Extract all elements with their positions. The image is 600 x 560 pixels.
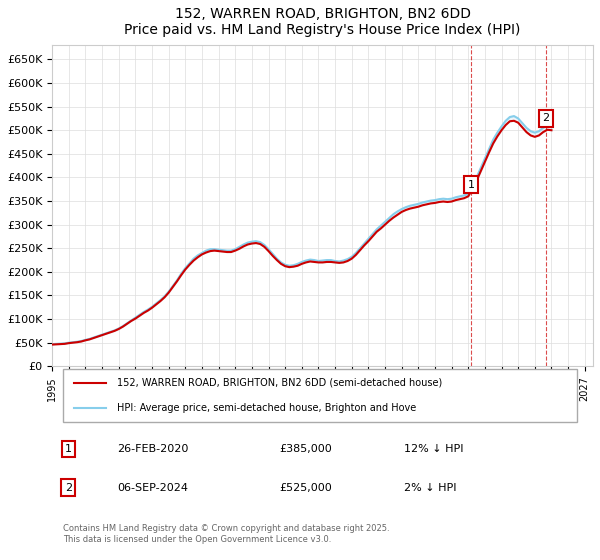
Text: 26-FEB-2020: 26-FEB-2020 — [117, 444, 188, 454]
Text: Contains HM Land Registry data © Crown copyright and database right 2025.
This d: Contains HM Land Registry data © Crown c… — [63, 525, 389, 544]
Text: 2: 2 — [542, 114, 550, 123]
Text: HPI: Average price, semi-detached house, Brighton and Hove: HPI: Average price, semi-detached house,… — [117, 403, 416, 413]
Text: £385,000: £385,000 — [280, 444, 332, 454]
Text: 06-SEP-2024: 06-SEP-2024 — [117, 483, 188, 493]
Title: 152, WARREN ROAD, BRIGHTON, BN2 6DD
Price paid vs. HM Land Registry's House Pric: 152, WARREN ROAD, BRIGHTON, BN2 6DD Pric… — [124, 7, 521, 37]
Text: 2: 2 — [65, 483, 72, 493]
Text: 152, WARREN ROAD, BRIGHTON, BN2 6DD (semi-detached house): 152, WARREN ROAD, BRIGHTON, BN2 6DD (sem… — [117, 377, 442, 388]
Text: 12% ↓ HPI: 12% ↓ HPI — [404, 444, 463, 454]
Text: 1: 1 — [65, 444, 72, 454]
Text: 2% ↓ HPI: 2% ↓ HPI — [404, 483, 456, 493]
Text: 1: 1 — [467, 180, 475, 189]
FancyBboxPatch shape — [63, 369, 577, 422]
Text: £525,000: £525,000 — [280, 483, 332, 493]
